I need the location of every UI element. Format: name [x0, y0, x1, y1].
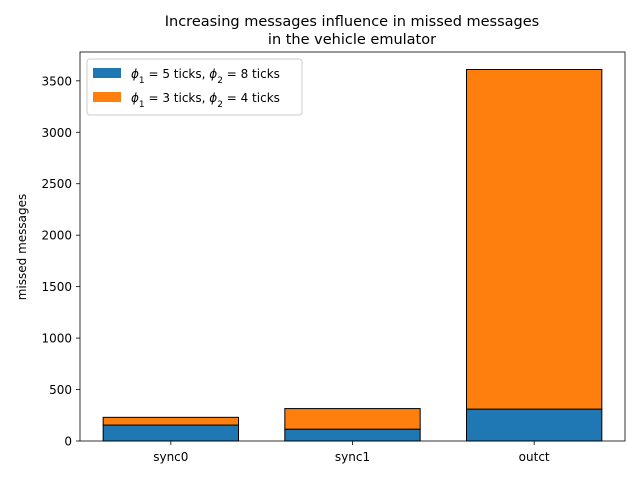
bar-sync1-series-1	[284, 428, 421, 442]
bar-sync0-series-1	[102, 424, 240, 442]
x-tick-label-sync1: sync1	[335, 450, 370, 464]
y-axis-label: missed messages	[15, 194, 29, 301]
y-tick-label: 1500	[41, 280, 72, 294]
bar-outct-series-2	[465, 68, 603, 410]
chart-title-line-1: Increasing messages influence in missed …	[165, 14, 540, 30]
legend-swatch-2	[93, 92, 121, 102]
y-tick-label: 1000	[41, 332, 72, 346]
y-tick-label: 2000	[41, 229, 72, 243]
y-tick-label: 3500	[41, 74, 72, 88]
chart-title-line-2: in the vehicle emulator	[268, 32, 436, 48]
y-tick-label: 2500	[41, 177, 72, 191]
legend-label-2: ϕ1 = 3 ticks, ϕ2 = 4 ticks	[131, 91, 280, 110]
y-tick-label: 500	[49, 383, 72, 397]
legend-box	[86, 58, 303, 116]
y-tick-label: 3000	[41, 126, 72, 140]
legend-label-1: ϕ1 = 5 ticks, ϕ2 = 8 ticks	[131, 67, 280, 86]
bar-outct-series-1	[465, 408, 603, 442]
bar-sync1-series-2	[284, 408, 421, 430]
legend-swatch-1	[93, 68, 121, 78]
x-tick-label-outct: outct	[519, 450, 550, 464]
legend: ϕ1 = 5 ticks, ϕ2 = 8 ticks ϕ1 = 3 ticks, …	[86, 58, 303, 116]
x-tick-label-sync0: sync0	[153, 450, 188, 464]
y-tick-label: 0	[64, 435, 72, 449]
bar-sync0-series-2	[102, 416, 240, 426]
axes-frame	[79, 51, 626, 442]
plot-area: sync0 sync1 outct 0 500 1000 1500 2000 2500 3000 3…	[41, 51, 626, 464]
